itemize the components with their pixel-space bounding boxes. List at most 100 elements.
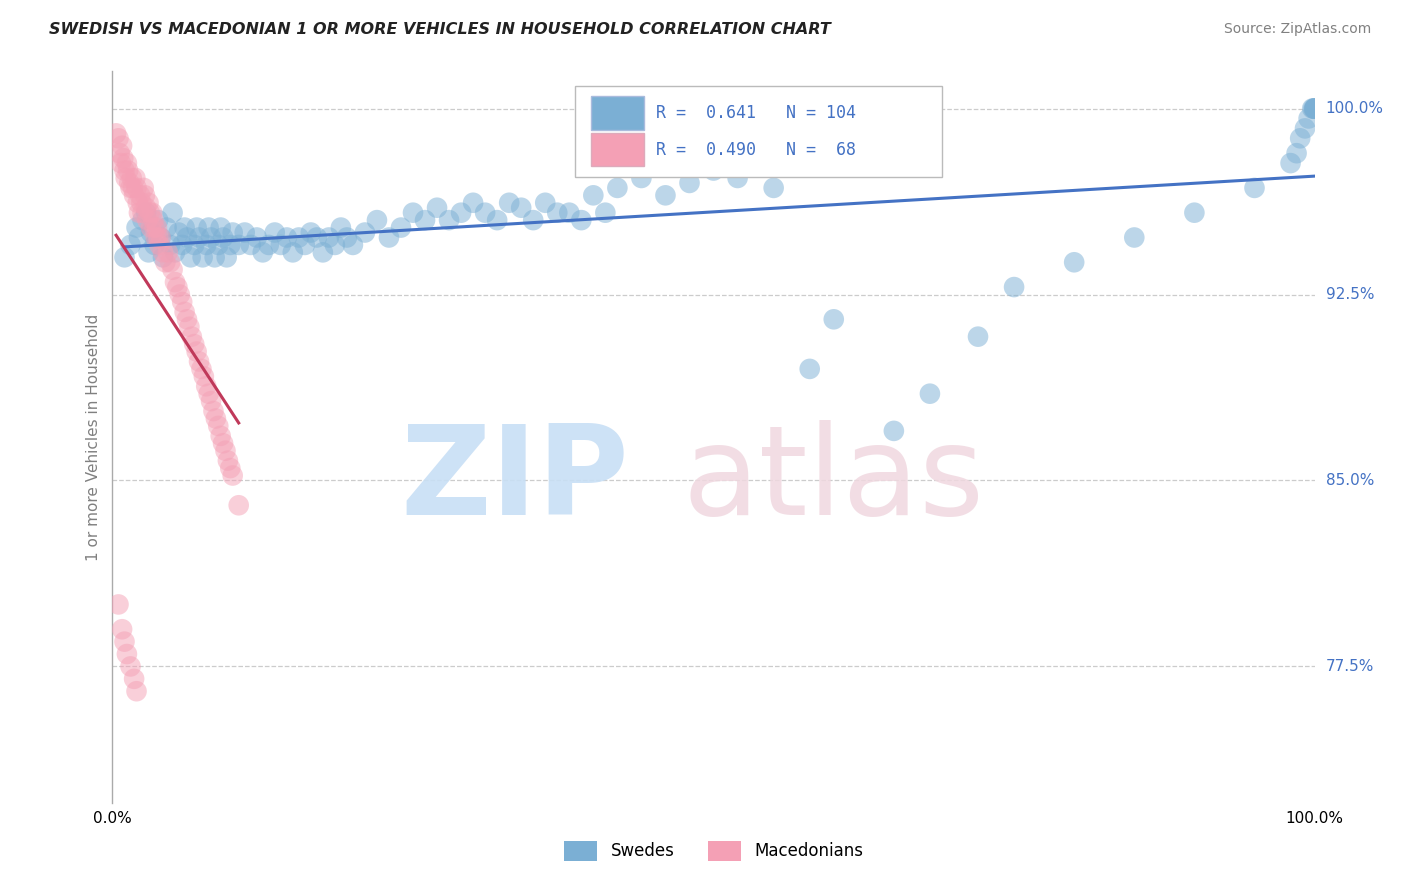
Point [156,245,179,260]
Point [128,230,150,244]
Point [354,226,377,240]
Point [152,245,174,260]
Point [131,213,153,227]
FancyBboxPatch shape [591,96,644,130]
Point [167,226,190,240]
Point [1243,181,1265,195]
Point [212,436,235,450]
Point [1279,156,1302,170]
Point [124,171,146,186]
Point [582,188,605,202]
Point [127,195,149,210]
Point [474,205,496,219]
Point [799,362,821,376]
Point [252,245,274,260]
Text: SWEDISH VS MACEDONIAN 1 OR MORE VEHICLES IN HOUSEHOLD CORRELATION CHART: SWEDISH VS MACEDONIAN 1 OR MORE VEHICLES… [49,22,831,37]
Point [546,205,568,219]
Point [299,226,322,240]
Point [222,468,245,483]
Point [202,404,225,418]
Point [215,250,238,264]
Point [207,238,229,252]
Text: Source: ZipAtlas.com: Source: ZipAtlas.com [1223,22,1371,37]
Point [163,245,186,260]
Point [727,171,749,186]
Point [117,163,139,178]
Point [108,146,131,161]
Point [111,622,134,636]
Point [762,181,785,195]
Point [204,250,226,264]
Point [1184,205,1206,219]
Point [146,213,169,227]
Point [112,151,135,165]
Point [1123,230,1146,244]
Point [288,230,311,244]
Point [138,195,160,210]
Point [228,238,250,252]
Point [200,394,222,409]
Point [336,230,359,244]
Point [318,230,340,244]
Point [402,205,425,219]
Point [143,220,166,235]
Point [219,461,242,475]
Point [172,238,194,252]
Point [141,205,163,219]
Point [159,238,181,252]
Point [214,443,236,458]
Point [186,344,208,359]
Point [162,205,184,219]
Point [172,295,194,310]
Point [522,213,544,227]
Point [118,176,141,190]
Point [276,230,298,244]
Point [122,672,145,686]
Point [678,176,700,190]
Point [121,171,143,186]
Point [149,230,172,244]
Point [135,201,157,215]
Point [176,230,198,244]
FancyBboxPatch shape [591,133,644,167]
Point [125,684,148,698]
Point [195,379,218,393]
Point [115,647,138,661]
Point [389,220,412,235]
Point [329,220,352,235]
Point [134,188,156,202]
Point [193,369,215,384]
Point [207,418,229,433]
Point [498,195,520,210]
Point [139,226,162,240]
Point [142,213,165,227]
Point [281,245,304,260]
Point [120,181,142,195]
Point [152,250,174,264]
Point [630,171,652,186]
Point [967,329,990,343]
Point [209,429,232,443]
Point [654,188,676,202]
Point [139,205,162,219]
Point [166,280,188,294]
Point [139,220,162,235]
Point [105,126,128,140]
Point [569,213,592,227]
Point [378,230,401,244]
Point [1285,146,1308,161]
Point [169,287,191,301]
Y-axis label: 1 or more Vehicles in Household: 1 or more Vehicles in Household [86,313,101,561]
Point [146,220,169,235]
Text: atlas: atlas [683,420,984,541]
Point [219,238,242,252]
Point [558,205,581,219]
Point [263,226,285,240]
Point [122,188,145,202]
Point [183,238,205,252]
Point [209,220,232,235]
Point [437,213,460,227]
Point [918,386,941,401]
Point [606,181,628,195]
Point [197,220,219,235]
